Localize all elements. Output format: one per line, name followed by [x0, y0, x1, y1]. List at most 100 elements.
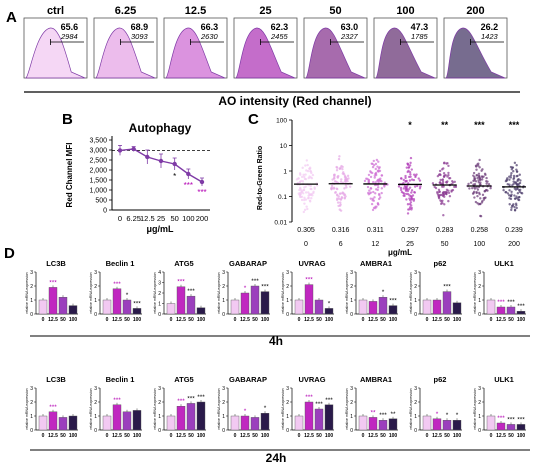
ratio-point [342, 171, 345, 174]
x-tick-label: 0 [170, 317, 173, 323]
mfi-xlabel: μg/mL [146, 224, 174, 234]
y-tick-label: 1 [286, 414, 289, 420]
ratio-point [375, 158, 379, 162]
x-tick-label: 50 [508, 433, 514, 439]
ratio-point [379, 177, 382, 180]
ratio-point [334, 191, 337, 194]
gate-mfi: 2984 [60, 32, 78, 41]
y-tick-label: 1 [222, 298, 225, 304]
ratio-point [409, 201, 413, 204]
ratio-point [344, 184, 348, 187]
x-tick-label: 0 [106, 317, 109, 323]
ratio-point [298, 180, 302, 184]
ratio-point [299, 195, 303, 199]
y-tick-label: 2 [414, 400, 417, 406]
expression-bar [166, 415, 176, 431]
ratio-point [516, 184, 519, 187]
ratio-point [475, 186, 478, 189]
ratio-point [442, 213, 445, 217]
ratio-point [472, 171, 476, 175]
x-tick-label: 0 [118, 214, 122, 223]
ratio-point [298, 186, 302, 190]
ratio-point [303, 175, 306, 179]
ratio-point [408, 179, 412, 182]
ratio-point [339, 180, 343, 183]
ratio-point [340, 178, 343, 181]
x-tick-label: 50 [124, 433, 130, 439]
x-tick-label: 12.5 [304, 317, 314, 323]
ratio-point [370, 162, 373, 165]
expression-bar [314, 408, 324, 431]
expression-bar [176, 286, 186, 315]
gate-percent: 47.3 [411, 22, 429, 32]
panel-label-b: B [62, 111, 73, 128]
ratio-point [332, 177, 336, 180]
expression-bar [378, 297, 388, 315]
significance-star: *** [379, 412, 387, 419]
histogram-label: 12.5 [185, 5, 206, 17]
ratio-point [439, 178, 442, 182]
ratio-point [442, 175, 446, 179]
ratio-point [409, 173, 412, 176]
significance-star: *** [261, 284, 269, 291]
ratio-point [518, 173, 521, 176]
ratio-point [454, 185, 458, 189]
ratio-point [402, 178, 406, 182]
ratio-point [508, 178, 511, 181]
x-tick-label: 100 [325, 433, 334, 439]
significance-star: * [244, 408, 247, 415]
ratio-point [468, 187, 471, 190]
mfi-point [131, 146, 136, 152]
ratio-point [515, 168, 518, 171]
ratio-point [339, 209, 343, 212]
ratio-point [474, 200, 478, 204]
ratio-point [376, 188, 379, 192]
ratio-point [303, 177, 307, 181]
x-tick-label: 100 [69, 433, 78, 439]
ratio-point [410, 208, 413, 211]
expression-bar [516, 311, 526, 315]
expression-bar [260, 413, 270, 431]
x-tick-label: 50 [316, 433, 322, 439]
y-tick-label: 2 [222, 400, 225, 406]
y-tick-label: 0 [158, 428, 161, 434]
ratio-point [517, 188, 521, 192]
ratio-point [476, 176, 479, 180]
y-tick-label: 3 [30, 270, 33, 276]
ratio-point [416, 184, 419, 188]
expression-bar [368, 417, 378, 431]
expression-bar [102, 415, 112, 431]
y-tick-label: 3,000 [89, 148, 107, 155]
expression-bar [294, 299, 304, 315]
ratio-point [366, 185, 370, 189]
y-tick-label: 3 [222, 386, 225, 392]
x-tick-label: 12.5 [48, 317, 58, 323]
x-tick-label: 100 [325, 317, 334, 323]
ratio-point [441, 178, 444, 182]
ratio-point [366, 177, 369, 181]
ratio-point [377, 160, 380, 163]
expression-bar [102, 299, 112, 315]
ratio-point [437, 188, 441, 192]
x-tick-label: 0 [42, 317, 45, 323]
ratio-point [477, 191, 481, 195]
ratio-point [410, 189, 414, 192]
significance-star: * [173, 172, 176, 181]
y-tick-label: 0 [158, 312, 161, 318]
gene-ylabel: relative mRNA expression [473, 272, 477, 313]
ratio-point [479, 183, 482, 186]
x-tick-label: 0 [362, 317, 365, 323]
x-tick-label: 0 [304, 241, 308, 248]
x-tick-label: 0 [42, 433, 45, 439]
ratio-point [301, 166, 304, 170]
ratio-point [515, 164, 518, 167]
significance-star: *** [177, 398, 185, 405]
gene-title: AMBRA1 [360, 259, 392, 268]
gate-mfi: 2327 [340, 32, 359, 41]
y-tick-label: 1 [283, 169, 287, 176]
y-tick-label: 3 [94, 270, 97, 276]
expression-bar [196, 401, 206, 431]
ratio-point [310, 197, 313, 200]
ratio-point [412, 199, 416, 202]
